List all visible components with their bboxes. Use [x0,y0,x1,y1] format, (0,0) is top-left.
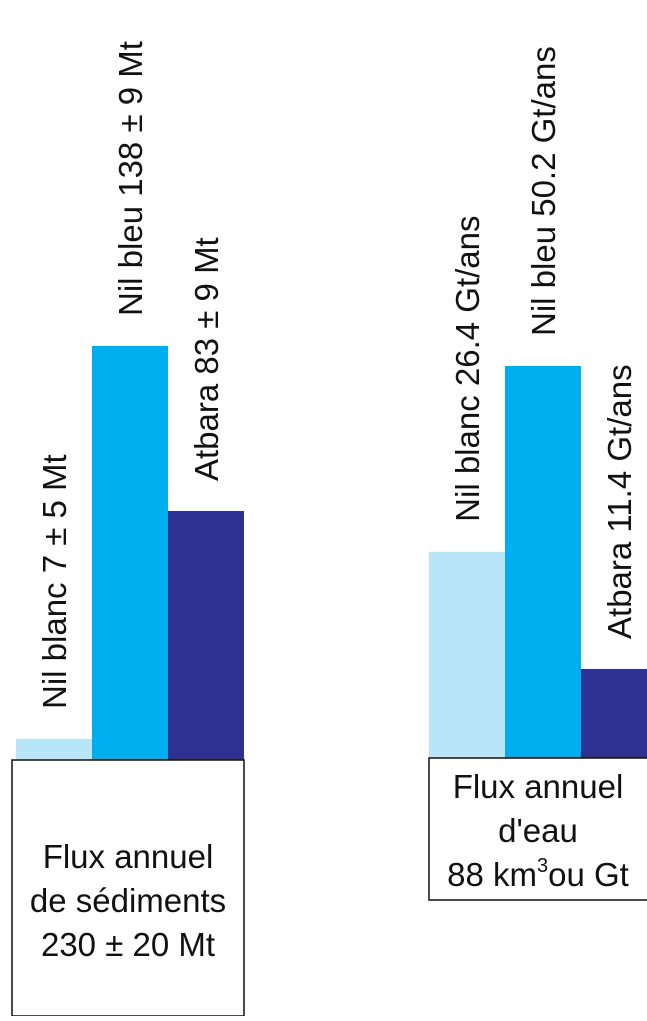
water-total-number: 88 [447,856,484,893]
sediment-caption-line-3: 230 ± 20 Mt [41,926,215,963]
sediment-caption-frame [11,759,245,1017]
water-chart: Nil blanc 26.4 Gt/ans Nil bleu 50.2 Gt/an… [428,46,647,901]
sediment-caption-line-1: Flux annuel [43,838,214,875]
sediment-caption-box: Flux annuel de sédiments 230 ± 20 Mt [11,759,245,1017]
sediment-bar-label-1: Nil blanc 7 ± 5 Mt [36,454,73,709]
water-bar-labels: Nil blanc 26.4 Gt/ans Nil bleu 50.2 Gt/an… [449,46,638,639]
sediment-bar-1 [16,739,92,760]
water-total-unit: km [493,856,537,893]
sediment-caption-line-2: de sédiments [30,882,226,919]
water-bar-3 [581,668,647,758]
water-total-suffix: ou Gt [548,856,629,893]
water-bar-label-2: Nil bleu 50.2 Gt/ans [525,46,562,336]
water-bars [429,366,647,758]
sediment-bar-label-2: Nil bleu 138 ± 9 Mt [112,41,149,316]
water-bar-1 [429,551,505,758]
water-bar-label-1: Nil blanc 26.4 Gt/ans [449,216,486,522]
water-bar-2 [505,366,581,758]
water-caption-total: 88 km3ou Gt [447,855,629,893]
sediment-bar-3 [168,511,244,760]
water-caption-box: Flux annuel d'eau 88 km3ou Gt [428,757,647,901]
sediment-bars [16,346,244,760]
water-caption-frame [428,757,647,901]
sediment-bar-2 [92,346,168,760]
water-caption-line-2: d'eau [498,812,578,849]
sediment-chart: Nil blanc 7 ± 5 Mt Nil bleu 138 ± 9 Mt Atb… [11,41,245,1017]
sediment-bar-labels: Nil blanc 7 ± 5 Mt Nil bleu 138 ± 9 Mt Atb… [36,41,225,709]
water-bar-label-3: Atbara 11.4 Gt/ans [601,364,638,639]
sediment-bar-label-3: Atbara 83 ± 9 Mt [188,237,225,481]
water-total-exponent: 3 [537,855,548,877]
water-caption-line-1: Flux annuel [453,768,624,805]
